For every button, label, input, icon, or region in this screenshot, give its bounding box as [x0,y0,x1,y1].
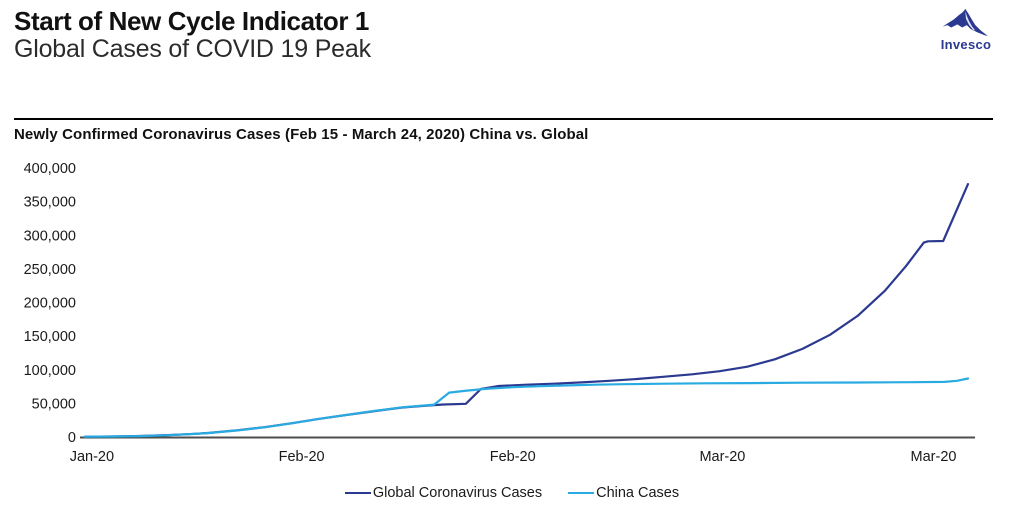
y-axis-tick-label: 300,000 [24,228,76,244]
x-axis-tick-label: Feb-20 [279,449,325,465]
legend-item-global: Global Coronavirus Cases [344,485,543,501]
header-divider [14,118,993,120]
y-axis-tick-label: 50,000 [32,396,76,412]
legend-label-global: Global Coronavirus Cases [372,485,543,501]
x-axis-tick-label: Mar-20 [911,449,957,465]
x-axis-tick-label: Mar-20 [699,449,745,465]
legend-label-china: China Cases [596,485,680,501]
legend-item-china: China Cases [568,485,679,501]
chart-legend: Global Coronavirus Cases China Cases [0,485,1024,501]
invesco-mountain-icon [942,8,988,36]
global-series-swatch [344,491,371,495]
page-subtitle: Global Cases of COVID 19 Peak [14,35,371,63]
china-cases-line [83,377,970,438]
y-axis-tick-label: 200,000 [24,296,76,312]
y-axis-tick-label: 0 [68,430,76,446]
y-axis-tick-label: 100,000 [24,363,76,379]
y-axis-tick-label: 150,000 [24,329,76,345]
chart-title: Newly Confirmed Coronavirus Cases (Feb 1… [14,126,589,143]
x-axis-tick-label: Jan-20 [70,449,114,465]
invesco-logo: Invesco [936,8,996,52]
x-axis-tick-label: Feb-20 [490,449,536,465]
y-axis-tick-label: 250,000 [24,262,76,278]
y-axis-tick-label: 350,000 [24,195,76,211]
y-axis-tick-label: 400,000 [24,161,76,177]
invesco-logo-text: Invesco [940,37,992,52]
page-title: Start of New Cycle Indicator 1 [14,6,369,36]
global-cases-line [83,183,970,438]
china-series-swatch [568,491,595,495]
